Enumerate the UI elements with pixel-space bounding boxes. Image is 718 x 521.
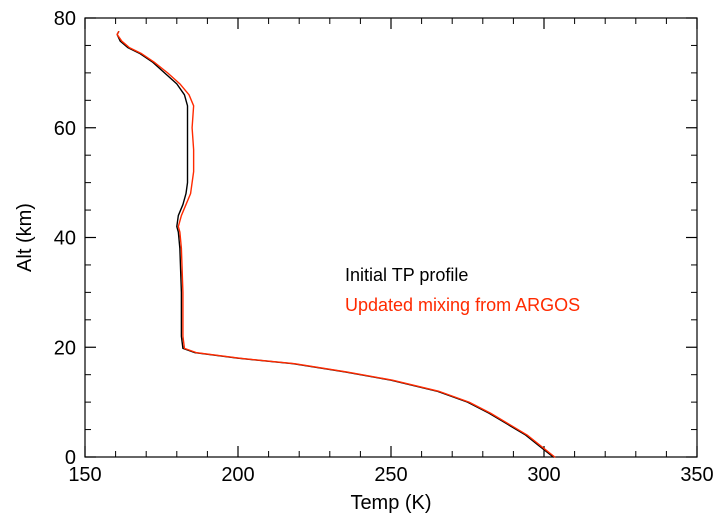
y-tick-label: 0 <box>65 447 76 469</box>
series-line-initial-tp-profile <box>116 31 554 458</box>
x-tick-label: 250 <box>374 464 407 486</box>
x-tick-labels: 150 200 250 300 350 <box>68 464 713 486</box>
y-tick-labels: 0 20 40 60 80 <box>54 8 76 469</box>
legend-label-initial-tp-profile: Initial TP profile <box>345 265 468 285</box>
x-tick-label: 150 <box>68 464 101 486</box>
legend-label-updated-mixing: Updated mixing from ARGOS <box>345 295 580 315</box>
y-tick-label: 20 <box>54 337 76 359</box>
minor-ticks <box>85 18 697 457</box>
x-axis-title: Temp (K) <box>350 492 431 514</box>
y-tick-label: 40 <box>54 228 76 250</box>
y-axis-title: Alt (km) <box>14 203 36 272</box>
y-tick-label: 60 <box>54 118 76 140</box>
series-line-updated-mixing <box>116 31 556 458</box>
x-tick-label: 350 <box>680 464 713 486</box>
y-tick-label: 80 <box>54 8 76 30</box>
plot-area <box>84 17 698 458</box>
x-tick-label: 300 <box>527 464 560 486</box>
series-layer <box>116 31 556 458</box>
x-tick-label: 200 <box>221 464 254 486</box>
legend: Initial TP profile Updated mixing from A… <box>345 265 580 315</box>
